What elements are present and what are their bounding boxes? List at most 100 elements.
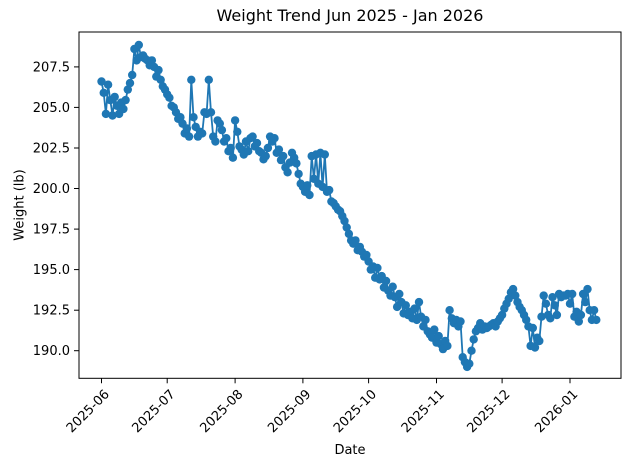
data-point — [410, 304, 419, 313]
data-point — [108, 111, 117, 120]
data-point — [187, 75, 196, 85]
data-point — [530, 343, 540, 352]
data-point — [123, 85, 132, 94]
data-point — [576, 310, 586, 320]
data-point — [445, 306, 454, 315]
y-tick-label: 190.0 — [33, 344, 70, 359]
x-tick-label: 2025-07 — [130, 387, 179, 436]
data-point — [244, 147, 253, 156]
x-tick-label: 2025-12 — [464, 387, 513, 436]
y-tick-label: 205.0 — [33, 101, 70, 116]
data-point — [388, 282, 397, 291]
data-point — [279, 151, 288, 161]
data-point — [539, 291, 548, 300]
data-point — [546, 314, 555, 323]
data-point — [206, 108, 216, 117]
data-point — [119, 104, 128, 114]
data-point — [215, 119, 224, 128]
data-point — [421, 315, 430, 325]
data-point — [184, 132, 194, 141]
data-point — [198, 129, 207, 138]
x-axis-label: Date — [334, 443, 366, 458]
data-point — [226, 143, 235, 153]
data-point — [325, 185, 334, 195]
data-point — [351, 236, 360, 245]
data-point — [233, 127, 242, 136]
data-point — [147, 56, 157, 65]
data-point — [134, 40, 143, 50]
y-axis-label: Weight (lb) — [12, 169, 28, 241]
data-point — [565, 299, 575, 308]
data-point — [340, 216, 349, 226]
data-point — [443, 341, 452, 351]
data-point — [165, 93, 174, 102]
data-point — [508, 284, 518, 294]
data-point — [303, 181, 312, 190]
data-point — [294, 169, 303, 179]
data-point — [344, 229, 354, 239]
y-tick-label: 197.5 — [33, 223, 70, 238]
y-tick-label: 202.5 — [33, 142, 70, 157]
x-tick-label: 2026-01 — [532, 387, 581, 436]
data-point — [99, 88, 108, 98]
data-point — [395, 289, 404, 299]
data-point — [414, 297, 424, 307]
x-tick-label: 2025-10 — [331, 387, 380, 436]
data-point — [110, 92, 119, 102]
data-point — [552, 310, 562, 320]
data-point — [381, 276, 391, 286]
data-point — [583, 284, 592, 294]
data-point — [121, 95, 130, 105]
x-tick-label: 2025-09 — [265, 387, 314, 436]
x-tick-label: 2025-08 — [197, 387, 246, 436]
data-point — [176, 113, 185, 122]
data-point — [504, 294, 513, 303]
data-point — [541, 299, 551, 308]
data-point — [252, 138, 262, 148]
data-point — [342, 223, 351, 232]
data-point — [154, 65, 163, 75]
data-point — [469, 335, 478, 344]
data-point — [320, 150, 329, 159]
x-tick-label: 2025-06 — [64, 387, 113, 436]
data-point — [283, 168, 292, 177]
data-point — [535, 336, 544, 346]
data-point — [592, 315, 601, 325]
x-tick-label: 2025-11 — [399, 387, 448, 436]
data-point — [537, 312, 546, 321]
data-point — [522, 315, 531, 325]
data-point — [230, 116, 240, 125]
data-point — [589, 306, 599, 315]
data-point — [222, 134, 231, 143]
data-point — [103, 80, 113, 89]
data-point — [270, 134, 279, 143]
data-point — [228, 153, 238, 162]
data-point — [511, 291, 520, 300]
chart-title: Weight Trend Jun 2025 - Jan 2026 — [216, 6, 484, 25]
data-point — [182, 124, 192, 133]
plot-border — [78, 31, 622, 379]
y-tick-label: 192.5 — [33, 304, 70, 319]
data-point — [248, 132, 257, 141]
data-point — [97, 77, 106, 86]
data-point — [550, 301, 559, 310]
data-point — [362, 250, 371, 260]
data-point — [434, 331, 443, 341]
data-point — [574, 317, 583, 326]
data-point — [292, 159, 301, 168]
data-point — [101, 109, 111, 119]
data-point — [128, 70, 137, 80]
data-point — [528, 323, 537, 333]
data-point — [467, 346, 476, 355]
data-point — [274, 145, 284, 154]
y-tick-label: 200.0 — [33, 182, 70, 197]
data-point — [497, 310, 507, 320]
data-point — [156, 75, 165, 85]
data-point — [430, 325, 439, 334]
data-point — [261, 151, 270, 161]
data-point — [217, 125, 227, 135]
data-point — [456, 317, 465, 326]
data-point — [548, 293, 557, 302]
